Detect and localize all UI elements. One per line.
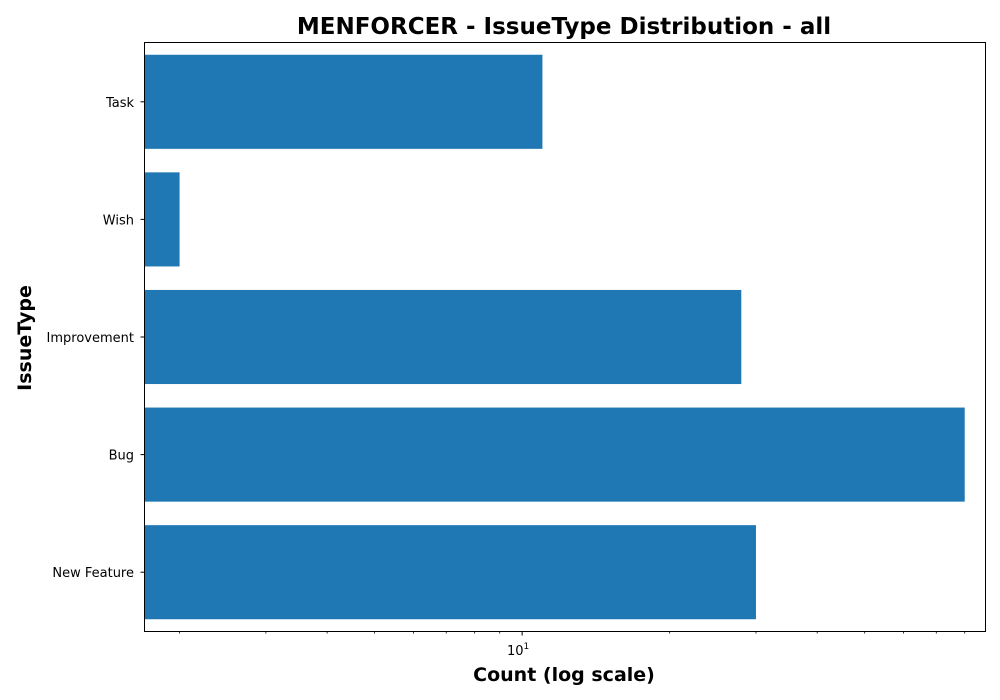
bar-bug: [145, 407, 965, 502]
chart-title: MENFORCER - IssueType Distribution - all: [297, 14, 831, 40]
plot-area-frame: [144, 42, 986, 632]
y-axis-label: IssueType: [14, 285, 36, 391]
bar-wish: [145, 172, 180, 267]
bar-task: [145, 54, 543, 149]
y-tick-label-new-feature: New Feature: [52, 566, 134, 581]
x-axis-label: Count (log scale): [473, 664, 655, 686]
bar-new-feature: [145, 525, 756, 620]
y-tick-label-task: Task: [105, 96, 135, 111]
x-axis-ticks: 101: [179, 631, 966, 659]
bar-group: [145, 54, 965, 620]
y-tick-label-improvement: Improvement: [47, 331, 134, 346]
y-tick-label-wish: Wish: [103, 213, 134, 228]
y-tick-label-bug: Bug: [109, 449, 134, 464]
bar-improvement: [145, 289, 742, 385]
x-tick-label: 101: [507, 642, 529, 659]
y-axis-ticks: New Feature Bug Improvement Wish Task: [47, 96, 145, 581]
